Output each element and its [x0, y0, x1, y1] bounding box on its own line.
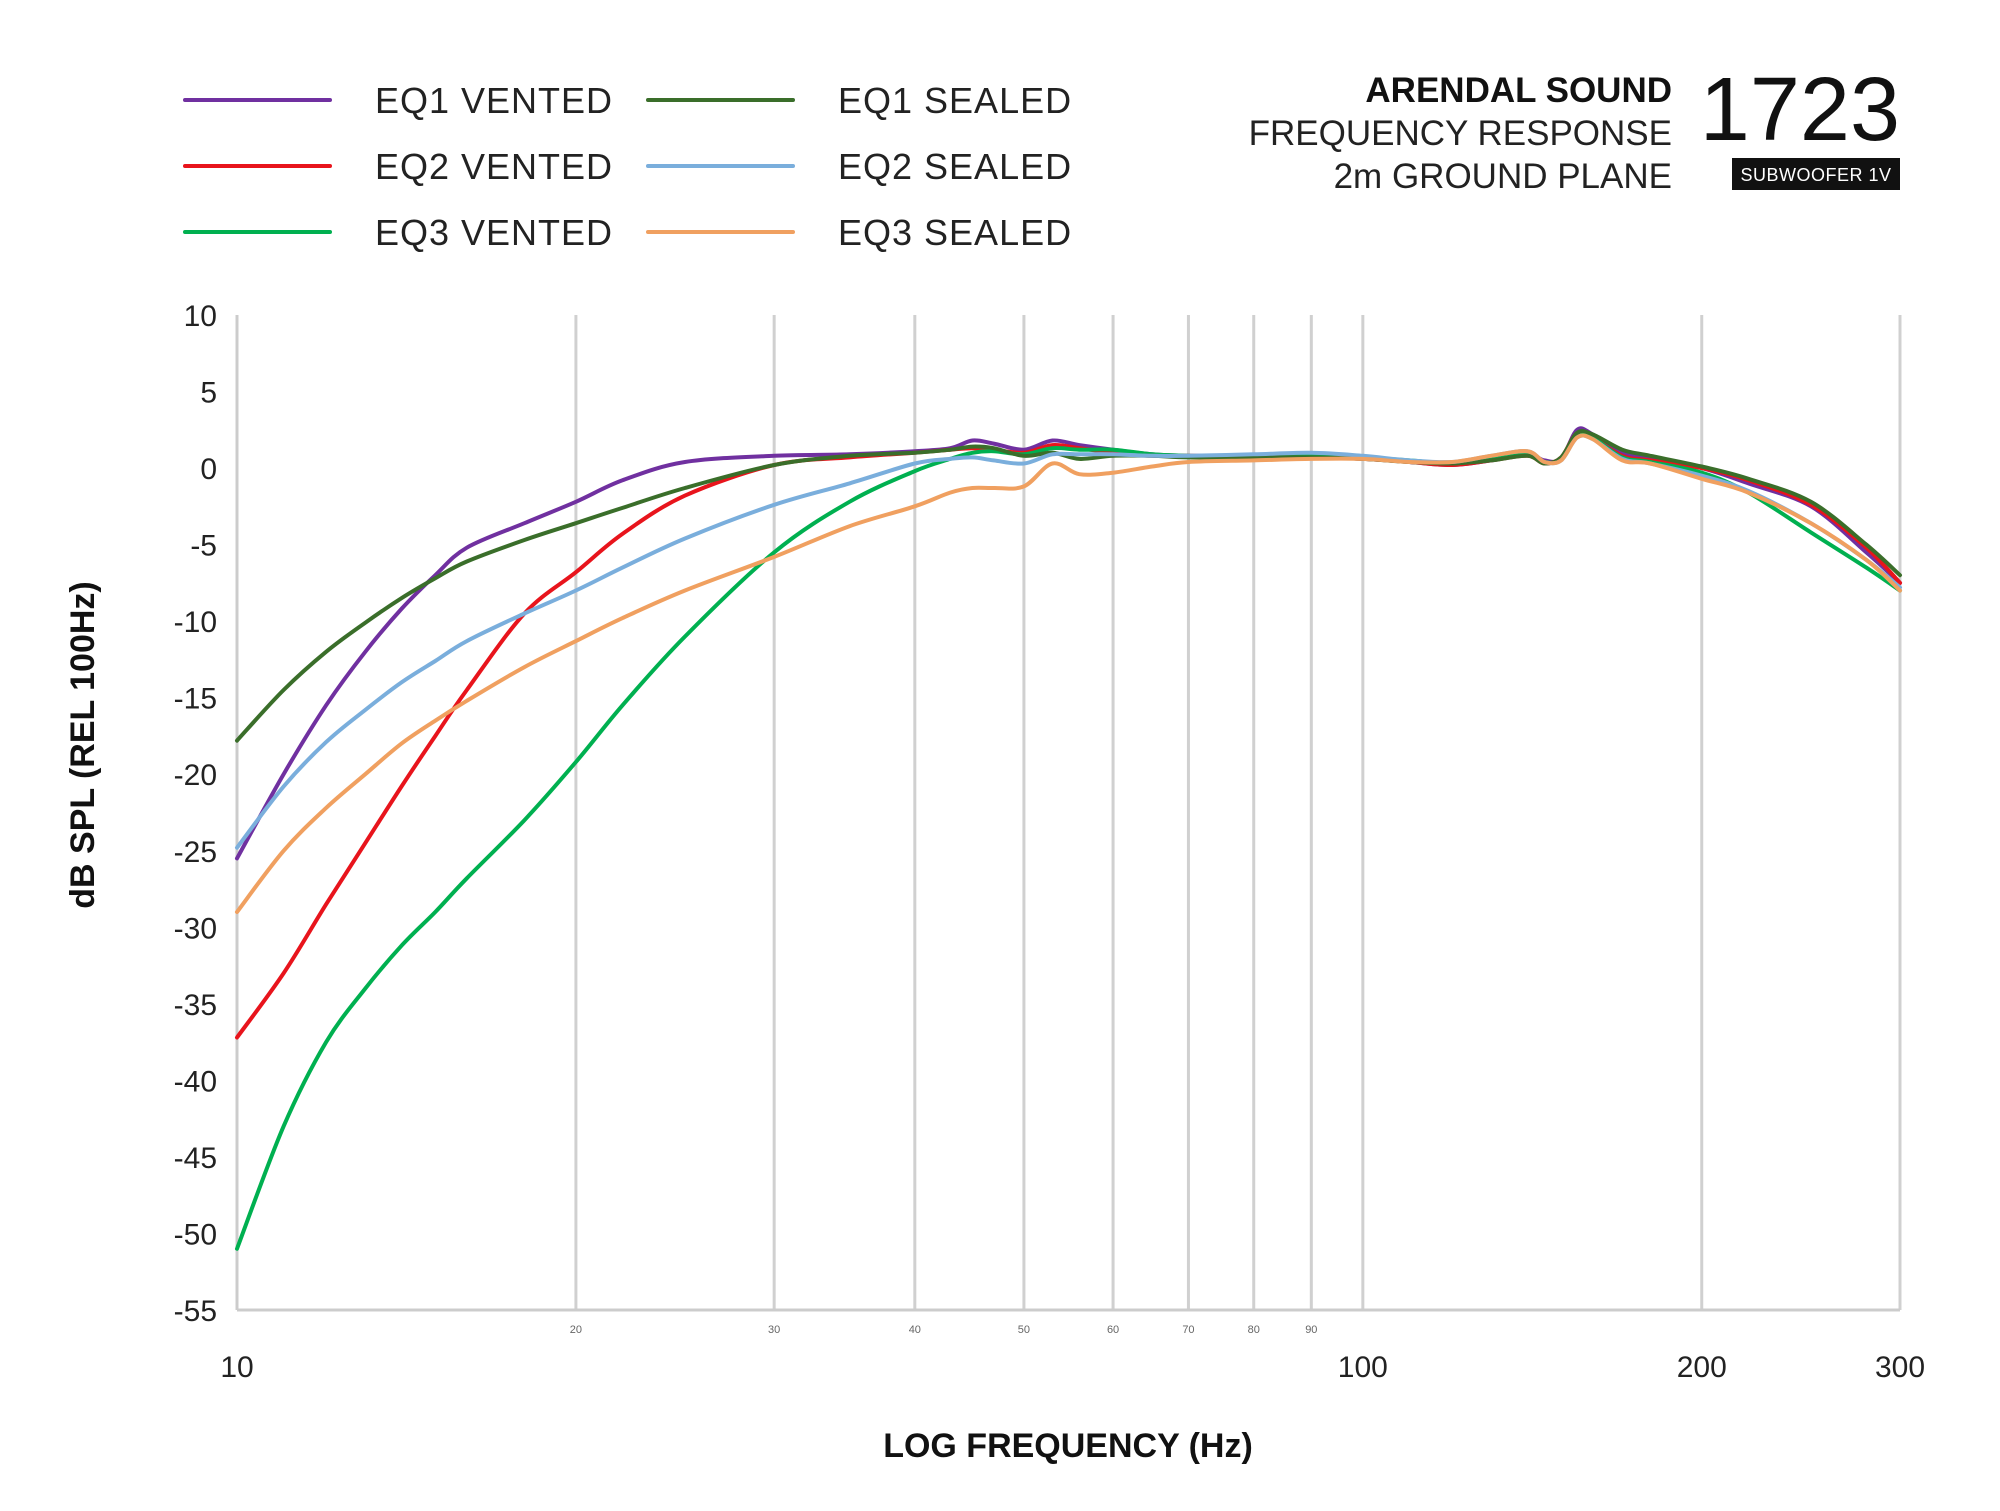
product-model: SUBWOOFER 1V [1740, 165, 1891, 185]
series-line-eq1-vented [235, 426, 1902, 861]
x-tick-label-minor: 20 [570, 1324, 582, 1336]
y-tick-label: -25 [174, 836, 217, 869]
y-tick-label: -45 [174, 1142, 217, 1175]
legend-label: EQ3 SEALED [838, 212, 1072, 253]
x-tick-label-minor: 80 [1248, 1324, 1260, 1336]
y-tick-label: -30 [174, 912, 217, 945]
y-tick-label: -5 [190, 530, 217, 563]
legend-label: EQ1 VENTED [375, 80, 613, 121]
y-tick-label: -35 [174, 989, 217, 1022]
y-tick-labels: 10 5 0 -5 -10 -15 -20 -25 -30 -35 -40 -45 -50 -55 [174, 300, 217, 1328]
legend-item-eq3-sealed: EQ3 SEALED [646, 212, 1072, 253]
legend-item-eq3-vented: EQ3 VENTED [183, 212, 613, 253]
legend-item-eq2-vented: EQ2 VENTED [183, 146, 613, 187]
x-tick-label-major: 10 [220, 1351, 253, 1384]
y-axis-title: dB SPL (REL 100Hz) [64, 581, 102, 908]
x-tick-label-major: 300 [1875, 1351, 1925, 1384]
series-line-eq2-sealed [235, 433, 1902, 850]
y-tick-label: -20 [174, 759, 217, 792]
y-tick-label: 5 [200, 377, 217, 410]
product-badge [1732, 158, 1900, 190]
legend-label: EQ2 SEALED [838, 146, 1072, 187]
x-tick-label-minor: 90 [1305, 1324, 1317, 1336]
x-tick-labels: 20 30 40 50 60 70 80 90 10 100 200 300 [220, 1324, 1925, 1384]
y-tick-label: -10 [174, 606, 217, 639]
series-line-eq2-vented [235, 429, 1902, 1040]
x-tick-label-minor: 30 [768, 1324, 780, 1336]
x-tick-label-minor: 50 [1018, 1324, 1030, 1336]
x-axis-title: LOG FREQUENCY (Hz) [883, 1427, 1253, 1465]
legend-item-eq1-vented: EQ1 VENTED [183, 80, 613, 121]
chart-legend: EQ1 VENTED EQ2 VENTED EQ3 VENTED EQ1 SEALED… [183, 80, 1072, 253]
series-line-eq3-sealed [235, 433, 1902, 914]
brand-subtitle-line1: FREQUENCY RESPONSE [1249, 114, 1672, 153]
legend-label: EQ2 VENTED [375, 146, 613, 187]
y-tick-label: -15 [174, 683, 217, 716]
x-tick-label-major: 200 [1677, 1351, 1727, 1384]
y-tick-label: -55 [174, 1295, 217, 1328]
x-tick-label-major: 100 [1338, 1351, 1388, 1384]
x-tick-label-minor: 60 [1107, 1324, 1119, 1336]
y-tick-label: 0 [200, 453, 217, 486]
x-tick-label-minor: 70 [1182, 1324, 1194, 1336]
y-tick-label: -50 [174, 1218, 217, 1251]
legend-item-eq2-sealed: EQ2 SEALED [646, 146, 1072, 187]
series-line-eq1-sealed [235, 428, 1902, 743]
y-tick-label: -40 [174, 1065, 217, 1098]
chart-series [235, 426, 1902, 1251]
x-tick-label-minor: 40 [909, 1324, 921, 1336]
legend-item-eq1-sealed: EQ1 SEALED [646, 80, 1072, 121]
brand-header: ARENDAL SOUND FREQUENCY RESPONSE 2m GROU… [1249, 60, 1900, 196]
chart-axes [235, 315, 1900, 1312]
product-number: 1723 [1700, 60, 1900, 160]
legend-label: EQ1 SEALED [838, 80, 1072, 121]
y-tick-label: 10 [184, 300, 217, 333]
brand-subtitle-line2: 2m GROUND PLANE [1334, 157, 1672, 196]
legend-label: EQ3 VENTED [375, 212, 613, 253]
brand-title: ARENDAL SOUND [1365, 71, 1672, 110]
